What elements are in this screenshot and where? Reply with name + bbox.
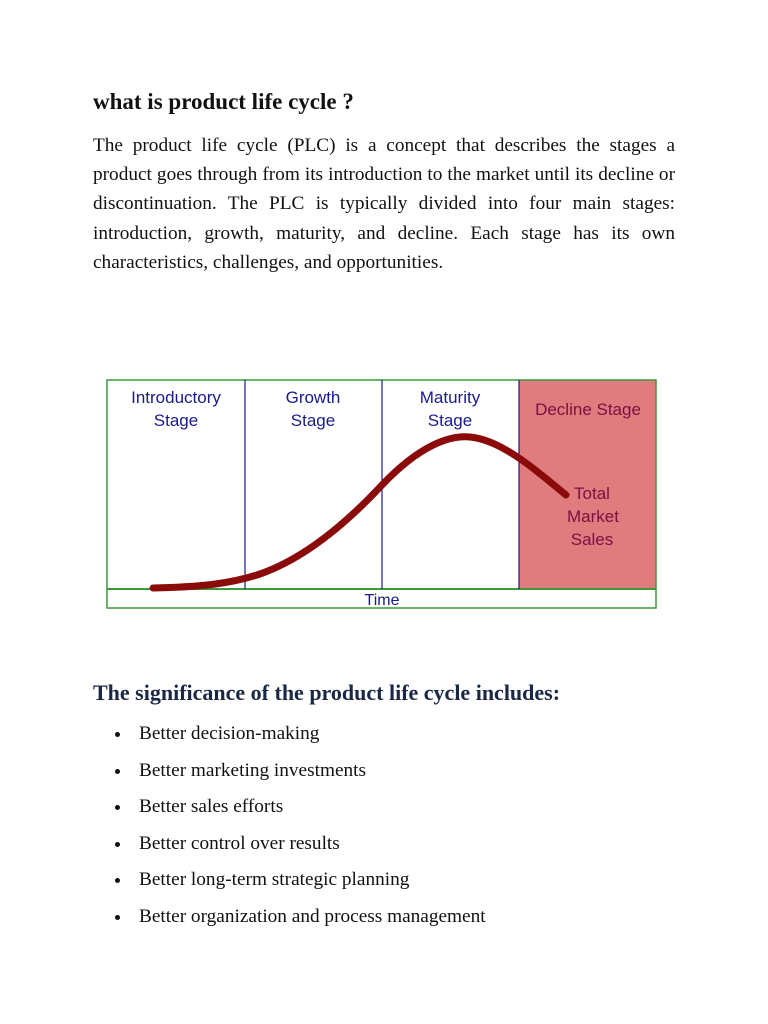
list-item: Better decision-making — [93, 719, 486, 756]
curve-label: Market — [567, 507, 619, 526]
stage-label-decline: Decline Stage — [535, 400, 641, 419]
list-item: Better marketing investments — [93, 756, 486, 793]
bullet-icon — [115, 732, 120, 737]
list-item: Better long-term strategic planning — [93, 865, 486, 902]
list-item: Better organization and process manageme… — [93, 902, 486, 939]
bullet-icon — [115, 878, 120, 883]
page-title: what is product life cycle ? — [93, 89, 354, 114]
list-item: Better control over results — [93, 829, 486, 866]
significance-list: Better decision-making Better marketing … — [93, 719, 486, 938]
sales-curve — [149, 433, 570, 592]
decline-stage-area — [519, 380, 656, 589]
bullet-icon — [115, 914, 120, 920]
time-axis-label: Time — [365, 592, 400, 609]
stage-label-introductory: Introductory — [131, 388, 221, 407]
stage-label-introductory: Stage — [154, 411, 198, 430]
bullet-icon — [115, 841, 120, 847]
bullet-icon — [115, 768, 120, 774]
stage-label-maturity: Maturity — [420, 388, 481, 407]
intro-paragraph: The product life cycle (PLC) is a concep… — [93, 135, 675, 273]
curve-label: Sales — [571, 530, 614, 549]
bullet-icon — [115, 805, 120, 810]
significance-heading: The significance of the product life cyc… — [93, 680, 561, 705]
curve-label: Total — [574, 484, 610, 503]
stage-label-growth: Growth — [286, 388, 341, 407]
list-item: Better sales efforts — [93, 792, 486, 829]
stage-label-maturity: Stage — [428, 411, 472, 430]
stage-label-growth: Stage — [291, 411, 335, 430]
